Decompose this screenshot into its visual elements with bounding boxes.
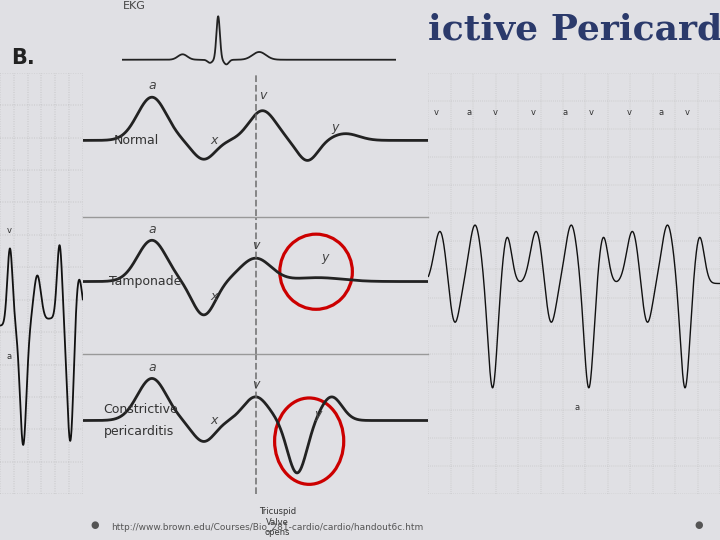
Text: x: x <box>210 414 218 428</box>
Text: v: v <box>626 108 631 117</box>
Text: a: a <box>562 108 567 117</box>
Text: pericarditis: pericarditis <box>104 424 174 437</box>
Text: x: x <box>210 134 218 147</box>
Text: http://www.brown.edu/Courses/Bio_281-cardio/cardio/handout6c.htm: http://www.brown.edu/Courses/Bio_281-car… <box>112 523 424 532</box>
Text: y: y <box>314 408 322 421</box>
Text: a: a <box>659 108 664 117</box>
Text: v: v <box>258 89 266 102</box>
Text: v: v <box>685 108 690 117</box>
Text: v: v <box>434 108 439 117</box>
Text: y: y <box>331 121 339 134</box>
Text: Constrictive: Constrictive <box>104 403 179 416</box>
Text: a: a <box>575 403 580 412</box>
Text: v: v <box>252 239 259 252</box>
Text: a: a <box>148 361 156 374</box>
Text: a: a <box>467 108 472 117</box>
Text: Tricuspid
Valve
opens: Tricuspid Valve opens <box>258 508 296 537</box>
Text: a: a <box>148 222 156 235</box>
Text: EKG: EKG <box>122 1 145 10</box>
Text: x: x <box>210 289 218 302</box>
Text: Normal: Normal <box>114 134 159 147</box>
Text: v: v <box>589 108 594 117</box>
Text: v: v <box>531 108 536 117</box>
Text: ●: ● <box>90 520 99 530</box>
Text: Tamponade: Tamponade <box>109 275 181 288</box>
Text: v: v <box>252 377 259 390</box>
Text: v: v <box>492 108 498 117</box>
Text: a: a <box>6 352 12 361</box>
Text: v: v <box>6 226 12 235</box>
Text: ●: ● <box>695 520 703 530</box>
Text: B.: B. <box>11 48 35 69</box>
Text: ictive Pericarditis: ictive Pericarditis <box>428 12 720 46</box>
Text: a: a <box>148 79 156 92</box>
Text: y: y <box>321 251 328 264</box>
